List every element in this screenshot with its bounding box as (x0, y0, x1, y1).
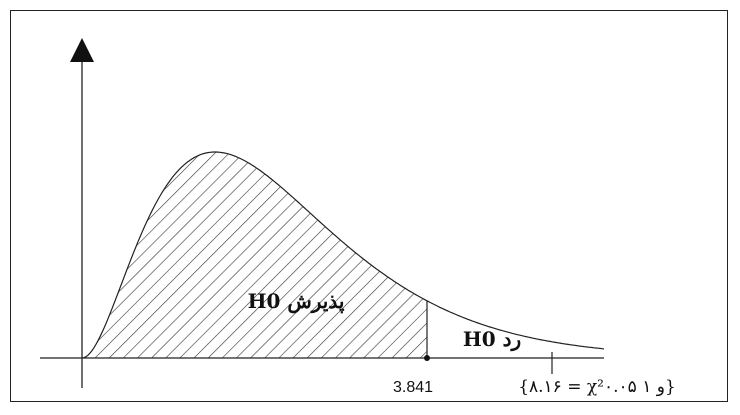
test-statistic-label: {۸.۱۶ = χ²۰.۰۵ و ۱} (518, 377, 676, 397)
density-curve (81, 151, 605, 359)
figure-border (10, 10, 728, 402)
critical-value-dot (424, 355, 430, 361)
critical-value-label: 3.841 (393, 379, 433, 396)
acceptance-region (82, 152, 427, 358)
acceptance-region-label: پذیرش H0 (248, 289, 345, 314)
rejection-region-label: رد H0 (463, 327, 521, 352)
y-axis-arrow-icon (70, 38, 94, 62)
